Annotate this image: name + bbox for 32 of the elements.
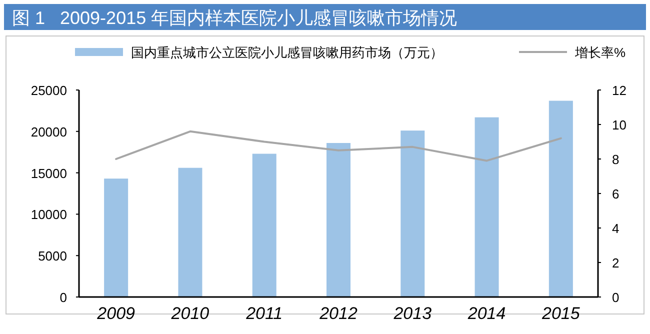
y2-tick-label: 0: [612, 290, 620, 305]
x-tick-label: 2010: [170, 304, 210, 323]
legend-label: 国内重点城市公立医院小儿感冒咳嗽用药市场（万元）: [131, 45, 443, 60]
y2-tick-label: 6: [612, 186, 620, 202]
x-tick-label: 2013: [392, 304, 432, 323]
y2-tick-label: 4: [612, 221, 620, 236]
y-tick-label: 15000: [30, 166, 67, 181]
bar: [548, 100, 573, 297]
bar: [326, 142, 350, 297]
bar: [474, 117, 499, 297]
y-tick-label: 5000: [38, 248, 67, 264]
legend-label: 增长率%: [574, 45, 626, 60]
x-tick-label: 2011: [245, 304, 283, 323]
y2-tick-label: 8: [612, 152, 620, 167]
bar: [252, 154, 276, 297]
line-series: [115, 130, 562, 162]
bar: [400, 130, 425, 297]
x-tick-label: 2009: [96, 304, 136, 323]
y-tick-label: 0: [60, 290, 67, 305]
bar: [178, 168, 202, 297]
y2-tick-label: 2: [612, 256, 620, 270]
y2-tick-label: 12: [612, 83, 626, 98]
x-tick-label: 2015: [541, 304, 580, 323]
y-tick-label: 25000: [30, 83, 67, 98]
bar: [104, 178, 128, 297]
x-tick-label: 2012: [318, 304, 358, 323]
y2-tick-label: 10: [612, 118, 626, 132]
x-tick-label: 2014: [466, 304, 506, 323]
y-tick-label: 20000: [30, 124, 67, 140]
title-bar: 图 1 2009-2015 年国内样本医院小儿感冒咳嗽市场情况: [4, 4, 646, 30]
chart-title: 图 1 2009-2015 年国内样本医院小儿感冒咳嗽市场情况: [12, 8, 458, 28]
y-tick-label: 10000: [30, 207, 67, 222]
